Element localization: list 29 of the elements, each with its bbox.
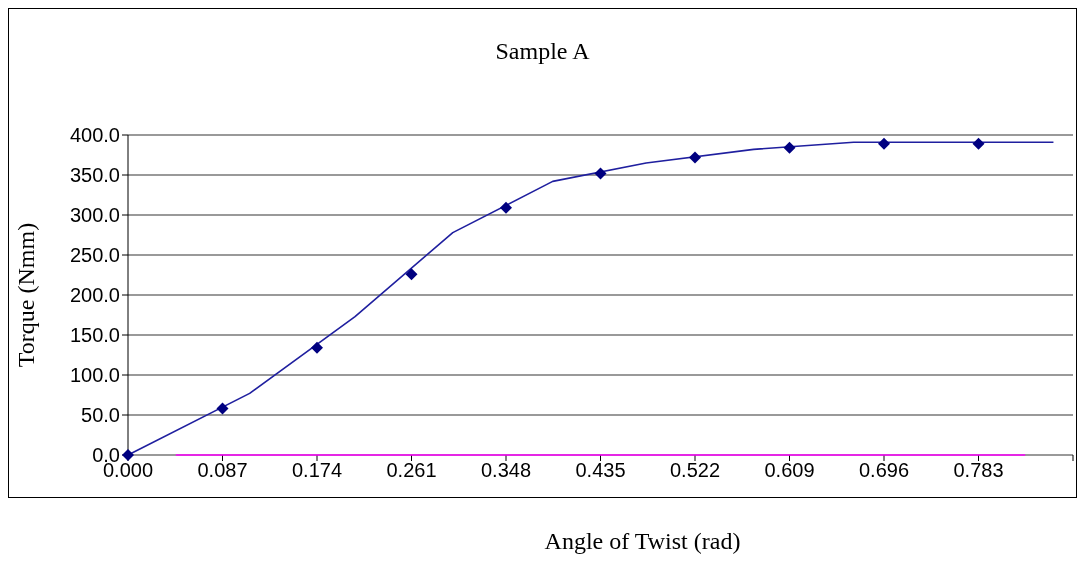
x-tick-label: 0.522 <box>669 459 721 482</box>
point <box>783 141 796 154</box>
point <box>405 268 418 281</box>
point <box>689 151 701 164</box>
x-axis-title: Angle of Twist (rad) <box>543 528 742 555</box>
point <box>594 167 607 180</box>
y-tick-label: 350.0 <box>69 164 120 187</box>
x-tick-label: 0.609 <box>764 459 815 482</box>
x-tick-label: 0.435 <box>575 459 626 482</box>
y-tick-label: 50.0 <box>81 404 120 427</box>
y-tick-label: 250.0 <box>69 244 120 267</box>
y-tick-label: 300.0 <box>69 204 120 227</box>
point <box>311 341 323 354</box>
y-axis-title: Torque (Nmm) <box>12 222 39 368</box>
y-tick-label: 400.0 <box>69 124 120 147</box>
point <box>878 137 890 150</box>
y-tick-label: 200.0 <box>69 284 120 307</box>
x-tick-label: 0.087 <box>197 459 248 482</box>
x-tick-label: 0.174 <box>291 459 343 482</box>
x-tick-label: 0.696 <box>858 459 910 482</box>
point <box>216 402 229 415</box>
x-tick-label: 0.783 <box>953 459 1004 482</box>
point <box>972 137 985 150</box>
y-tick-label: 100.0 <box>69 364 120 387</box>
chart-title: Sample A <box>494 38 591 65</box>
y-tick-label: 150.0 <box>69 324 120 347</box>
point <box>500 201 512 214</box>
x-tick-label: 0.348 <box>480 459 532 482</box>
x-tick-label: 0.261 <box>386 459 437 482</box>
